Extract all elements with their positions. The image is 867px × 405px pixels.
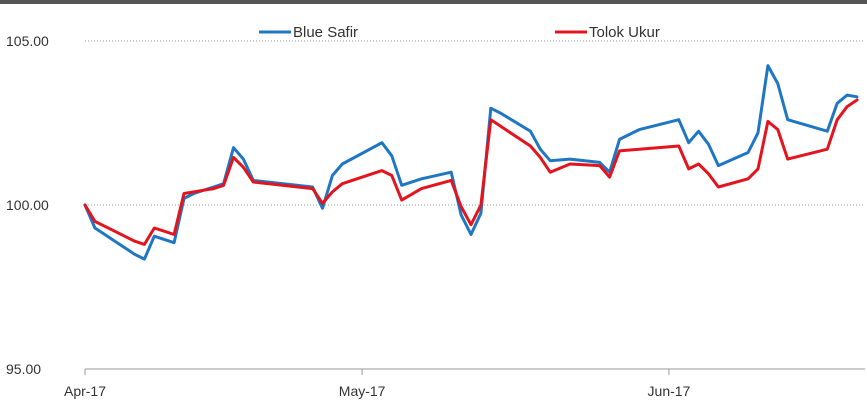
x-tick-label: May-17: [339, 383, 386, 399]
axes: 105.00 100.00 95.00 Apr-17 May-17 Jun-17: [6, 33, 865, 399]
x-tick-label: Jun-17: [648, 383, 691, 399]
legend: Blue Safir Tolok Ukur: [259, 24, 660, 41]
series-line-tolok-ukur: [83, 98, 859, 246]
legend-label: Tolok Ukur: [589, 24, 660, 41]
series-line-blue-safir: [83, 64, 859, 261]
legend-label: Blue Safir: [293, 24, 358, 41]
y-tick-label: 95.00: [6, 361, 41, 377]
x-tick-label: Apr-17: [64, 383, 106, 399]
top-border-bar: [0, 0, 867, 4]
series-lines: [83, 64, 859, 261]
y-tick-label: 105.00: [6, 33, 49, 49]
y-tick-label: 100.00: [6, 197, 49, 213]
gridlines: [85, 40, 865, 370]
